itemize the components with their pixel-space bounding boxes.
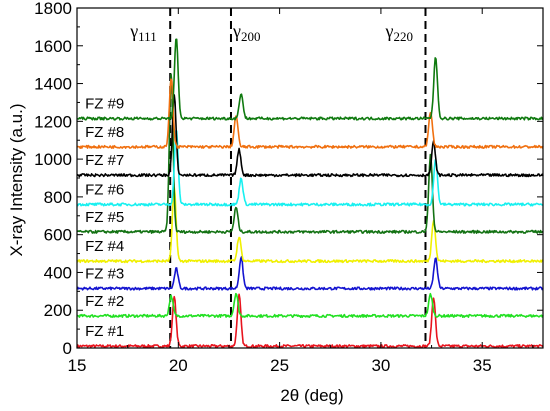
series-label-bg bbox=[81, 124, 134, 142]
reference-lines: γ111 γ200 γ220 bbox=[129, 8, 427, 348]
series-label-bg bbox=[81, 182, 134, 200]
x-tick-label: 30 bbox=[371, 356, 390, 375]
x-tick-label: 25 bbox=[270, 356, 289, 375]
plot-frame bbox=[76, 7, 544, 349]
peak-label-symbol: γ bbox=[384, 21, 393, 41]
series-label-bg bbox=[81, 266, 134, 284]
series-line-2 bbox=[76, 292, 544, 319]
series-label-4: FZ #4 bbox=[85, 238, 124, 255]
series-label-bg bbox=[81, 96, 134, 114]
peak-label-220: γ220 bbox=[384, 21, 412, 44]
series-label-bg bbox=[81, 293, 134, 311]
series-label-6: FZ #6 bbox=[85, 181, 124, 198]
y-tick-label: 600 bbox=[44, 226, 72, 245]
peak-label-200: γ200 bbox=[232, 21, 260, 44]
y-tick-label: 1800 bbox=[34, 0, 72, 18]
series-line-4 bbox=[76, 186, 544, 264]
series-label-bg bbox=[81, 153, 134, 171]
series-label-bg bbox=[81, 209, 134, 227]
peak-label-index: 200 bbox=[241, 29, 261, 44]
series-line-9 bbox=[76, 38, 544, 121]
peak-label-symbol: γ bbox=[129, 21, 138, 41]
series-label-2: FZ #2 bbox=[85, 293, 124, 310]
x-tick-label: 20 bbox=[169, 356, 188, 375]
series-label-1: FZ #1 bbox=[85, 323, 124, 340]
peak-label-111: γ111 bbox=[129, 21, 157, 44]
y-tick-label: 1400 bbox=[34, 75, 72, 94]
series-line-1 bbox=[76, 293, 544, 349]
series-labels: FZ #1 FZ #2 FZ #3 FZ #4 FZ #5 FZ #6 FZ #7 FZ #8… bbox=[81, 96, 134, 342]
series-label-3: FZ #3 bbox=[85, 266, 124, 283]
peak-label-index: 220 bbox=[393, 29, 413, 44]
peak-label-symbol: γ bbox=[232, 21, 241, 41]
y-tick-label: 400 bbox=[44, 263, 72, 282]
series-label-8: FZ #8 bbox=[85, 124, 124, 141]
y-tick-label: 1600 bbox=[34, 37, 72, 56]
series-line-7 bbox=[76, 94, 544, 178]
series-label-bg bbox=[81, 324, 134, 342]
series-line-8 bbox=[76, 78, 544, 149]
y-tick-label: 800 bbox=[44, 188, 72, 207]
series-line-3 bbox=[76, 256, 544, 291]
series-label-9: FZ #9 bbox=[85, 96, 124, 113]
x-tick-label: 35 bbox=[473, 356, 492, 375]
series-label-7: FZ #7 bbox=[85, 152, 124, 169]
axes: 15 20 25 30 35 0 200 400 600 800 1000 1200 1400 1600 1… bbox=[34, 0, 544, 375]
y-tick-label: 0 bbox=[63, 339, 72, 358]
peak-label-index: 111 bbox=[138, 29, 157, 44]
x-axis-title: 2θ (deg) bbox=[280, 386, 343, 405]
series-label-bg bbox=[81, 239, 134, 257]
y-axis-title: X-ray Intensity (a.u.) bbox=[7, 103, 26, 256]
y-tick-label: 1000 bbox=[34, 150, 72, 169]
series-line-6 bbox=[76, 129, 544, 207]
series-lines bbox=[76, 38, 544, 349]
y-tick-label: 200 bbox=[44, 301, 72, 320]
series-line-5 bbox=[76, 73, 544, 234]
y-tick-label: 1200 bbox=[34, 112, 72, 131]
series-label-5: FZ #5 bbox=[85, 209, 124, 226]
x-tick-label: 15 bbox=[68, 356, 87, 375]
